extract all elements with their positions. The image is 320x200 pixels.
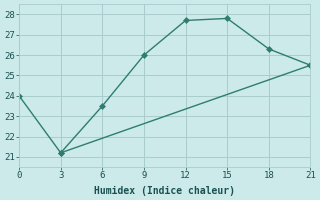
- X-axis label: Humidex (Indice chaleur): Humidex (Indice chaleur): [94, 186, 235, 196]
